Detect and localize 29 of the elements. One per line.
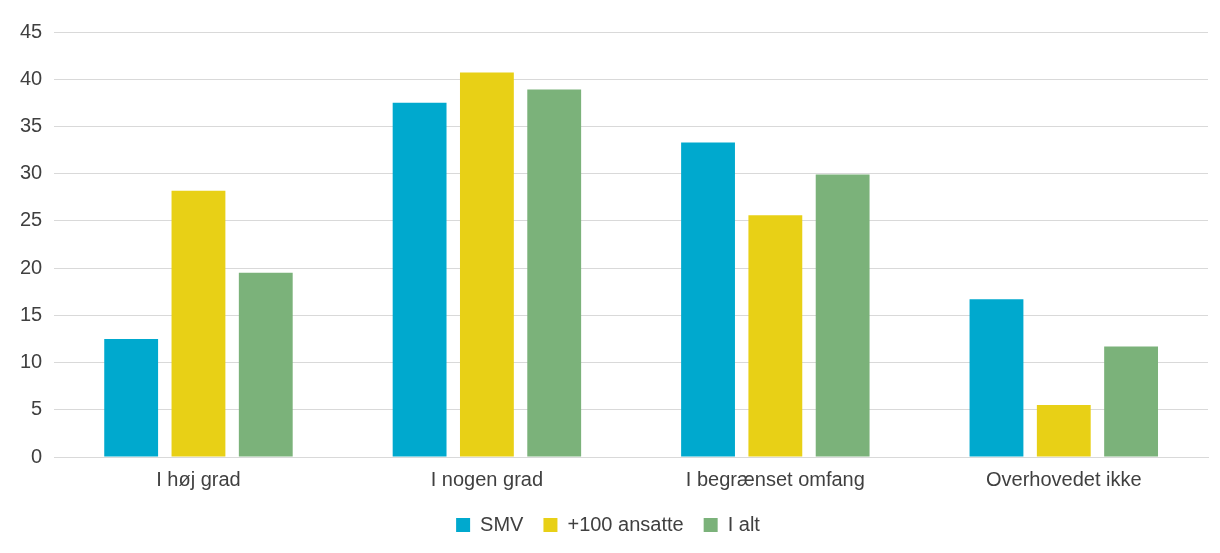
- bar: [238, 272, 293, 457]
- bar: [392, 102, 447, 457]
- y-tick-label: 30: [20, 161, 43, 184]
- legend-label: +100 ansatte: [567, 512, 684, 535]
- y-tick-label: 5: [31, 397, 43, 420]
- y-tick-label: 10: [20, 350, 43, 373]
- y-tick-label: 0: [31, 444, 43, 467]
- bar: [171, 190, 226, 457]
- x-tick-label: I begrænset omfang: [685, 467, 865, 490]
- y-tick-label: 20: [20, 255, 43, 278]
- y-tick-label: 45: [20, 19, 43, 42]
- bar: [815, 174, 870, 457]
- bar: [681, 142, 735, 457]
- bar: [1036, 405, 1091, 457]
- bar: [459, 72, 514, 457]
- y-tick-label: 25: [20, 208, 43, 231]
- bar: [527, 89, 582, 457]
- x-tick-label: Overhovedet ikke: [985, 467, 1142, 490]
- x-tick-label: I høj grad: [156, 467, 241, 490]
- bar: [104, 338, 159, 457]
- y-tick-label: 15: [20, 302, 43, 325]
- bar: [1104, 346, 1158, 457]
- y-tick-label: 40: [20, 66, 43, 89]
- bar: [969, 299, 1024, 457]
- y-tick-label: 35: [20, 113, 43, 136]
- x-tick-label: I nogen grad: [430, 467, 544, 490]
- legend-label: I alt: [727, 512, 761, 535]
- bar: [748, 215, 803, 457]
- legend-label: SMV: [480, 512, 525, 535]
